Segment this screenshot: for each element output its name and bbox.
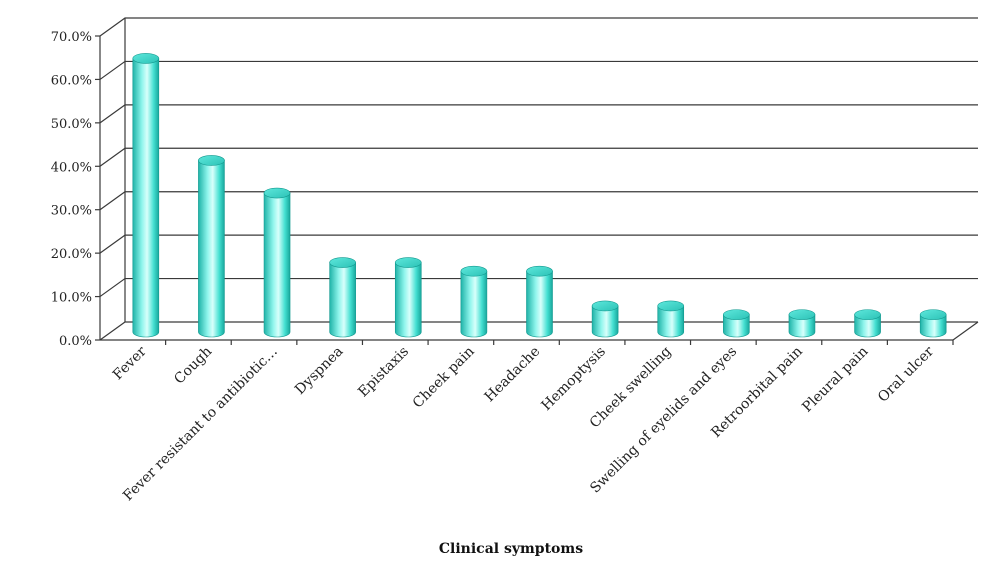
bar-cap xyxy=(657,300,685,312)
bar-cap xyxy=(919,309,947,320)
bar-9 xyxy=(657,300,685,338)
x-category-label: Hemoptysis xyxy=(539,344,609,414)
bar-body xyxy=(854,314,881,338)
grid-layer xyxy=(95,17,979,345)
bar-cap xyxy=(263,187,291,199)
bar-12 xyxy=(854,309,881,338)
bar-body xyxy=(394,262,422,338)
bar-body xyxy=(263,192,291,338)
bar-1 xyxy=(132,53,160,338)
gridline xyxy=(99,277,978,298)
bar-4 xyxy=(329,257,356,338)
bar-body xyxy=(198,160,225,338)
bar-6 xyxy=(460,265,488,338)
bar-3 xyxy=(263,187,291,338)
y-tick-label: 10.0% xyxy=(51,291,92,306)
bar-cap xyxy=(591,300,619,312)
y-tick-label: 20.0% xyxy=(51,247,92,262)
floor-right-edge xyxy=(952,321,979,341)
bar-body xyxy=(460,270,488,338)
gridline xyxy=(99,191,978,211)
x-category-label: Cheek pain xyxy=(410,344,478,412)
x-category-label: Epistaxis xyxy=(355,344,412,401)
y-tick-label: 0.0% xyxy=(59,334,92,349)
x-category-label: Pleural pain xyxy=(799,344,871,416)
gridline xyxy=(99,234,978,254)
bar-cap xyxy=(394,257,422,268)
bar-cap xyxy=(723,309,750,320)
bar-body xyxy=(132,58,160,338)
x-category-label: Cough xyxy=(171,344,215,388)
bar-13 xyxy=(919,309,947,338)
x-category-label: Dyspnea xyxy=(292,344,346,398)
bar-body xyxy=(788,314,816,338)
bars-layer xyxy=(132,53,947,338)
bar-2 xyxy=(198,155,225,338)
gridline xyxy=(99,104,978,124)
bar-11 xyxy=(788,309,816,338)
bar-cap xyxy=(788,309,816,320)
bar-cap xyxy=(132,53,160,64)
x-category-label: Oral ulcer xyxy=(875,343,937,405)
gridline xyxy=(99,17,978,37)
x-category-label: Headache xyxy=(482,344,544,406)
gridline xyxy=(99,60,978,80)
bar-body xyxy=(919,314,947,338)
bar-body xyxy=(329,262,356,338)
bar-body xyxy=(526,270,553,338)
bar-cap xyxy=(854,309,881,320)
x-category-label: Fever xyxy=(110,343,150,383)
bar-body xyxy=(657,305,685,338)
x-axis-title: Clinical symptoms xyxy=(439,541,583,557)
bar-5 xyxy=(394,257,422,338)
y-tick-label: 40.0% xyxy=(51,160,92,175)
bar-10 xyxy=(723,309,750,338)
bar-body xyxy=(591,305,619,338)
gridline xyxy=(99,321,978,341)
bar-7 xyxy=(526,265,553,338)
bar-cap xyxy=(329,257,356,268)
bar-cap xyxy=(526,265,553,277)
bar-8 xyxy=(591,300,619,338)
y-tick-label: 60.0% xyxy=(51,73,92,88)
y-tick-label: 30.0% xyxy=(51,204,92,219)
y-tick-label: 70.0% xyxy=(51,30,92,45)
gridline xyxy=(99,147,978,167)
bar-body xyxy=(723,314,750,338)
labels-layer: 0.0% 10.0% 20.0% 30.0% 40.0% 50.0% 60.0% 70.0% F… xyxy=(51,30,938,504)
bar-cap xyxy=(460,265,488,277)
y-tick-label: 50.0% xyxy=(51,117,92,132)
bar-cap xyxy=(198,155,225,166)
